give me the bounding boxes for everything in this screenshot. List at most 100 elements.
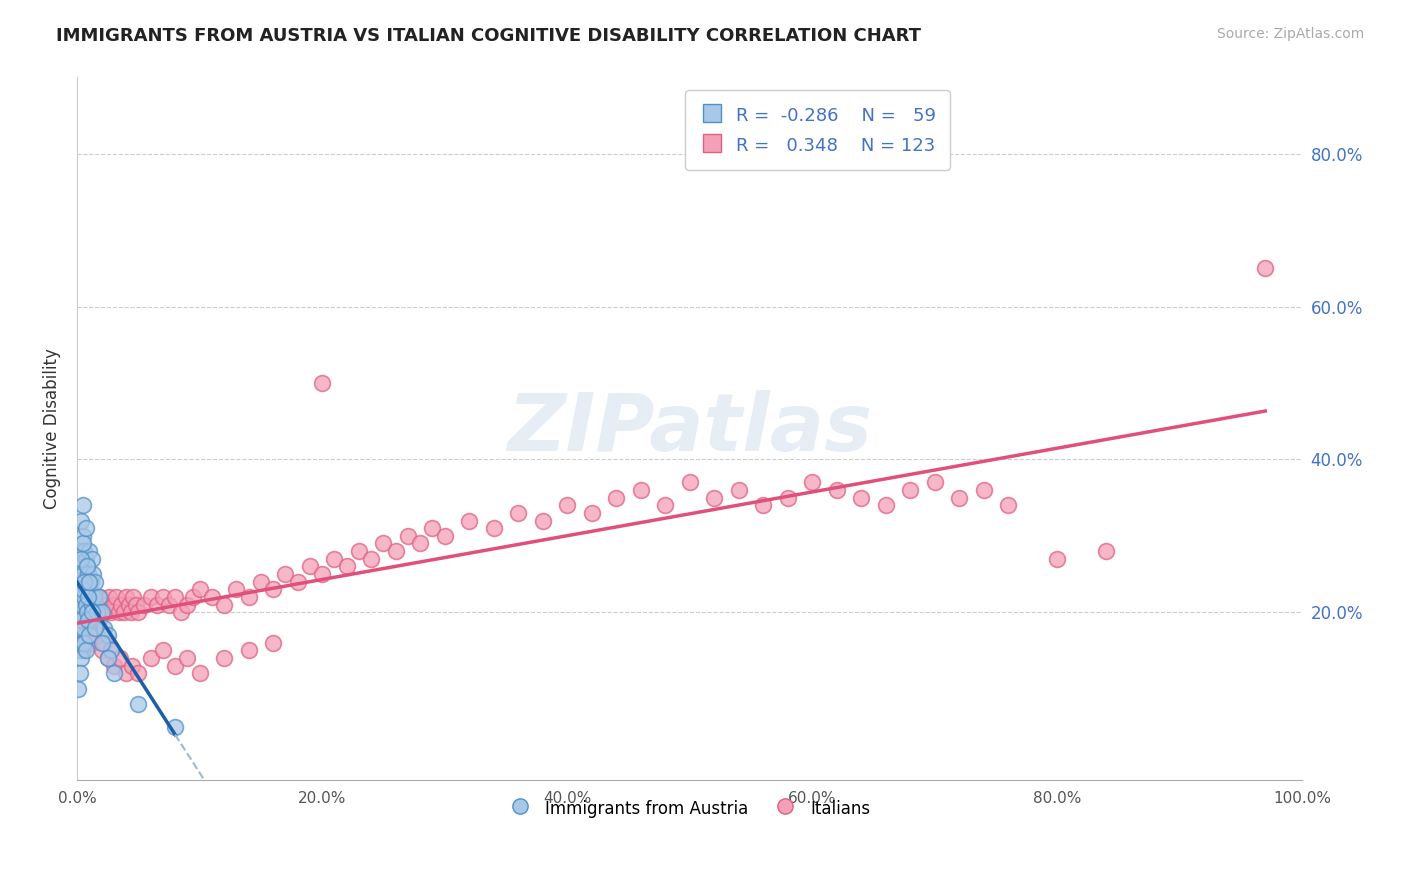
Point xyxy=(849,491,872,505)
Point xyxy=(201,590,224,604)
Point xyxy=(73,590,96,604)
Point xyxy=(75,551,97,566)
Point xyxy=(107,605,129,619)
Point xyxy=(69,636,91,650)
Point xyxy=(973,483,995,497)
Point xyxy=(96,598,118,612)
Point xyxy=(165,720,187,734)
Point xyxy=(108,651,131,665)
Point xyxy=(165,590,187,604)
Point xyxy=(73,590,96,604)
Point xyxy=(555,498,578,512)
Point xyxy=(409,536,432,550)
Point xyxy=(145,598,167,612)
Point xyxy=(347,544,370,558)
Point xyxy=(238,590,260,604)
Point xyxy=(122,590,145,604)
Point xyxy=(458,514,481,528)
Point xyxy=(238,643,260,657)
Point xyxy=(100,643,122,657)
Point xyxy=(79,544,101,558)
Point xyxy=(73,628,96,642)
Point xyxy=(73,574,96,589)
Point xyxy=(76,559,98,574)
Point xyxy=(72,567,94,582)
Point xyxy=(75,636,97,650)
Point xyxy=(80,590,103,604)
Point xyxy=(72,613,94,627)
Point xyxy=(93,620,115,634)
Point xyxy=(373,536,395,550)
Point xyxy=(654,498,676,512)
Point xyxy=(110,598,132,612)
Point xyxy=(125,598,148,612)
Point xyxy=(152,590,174,604)
Point xyxy=(90,643,112,657)
Point xyxy=(134,598,156,612)
Point xyxy=(69,551,91,566)
Point xyxy=(1046,551,1069,566)
Point xyxy=(79,598,101,612)
Point xyxy=(776,491,799,505)
Point xyxy=(311,567,333,582)
Point xyxy=(79,605,101,619)
Point xyxy=(120,605,142,619)
Point xyxy=(139,590,162,604)
Text: Source: ZipAtlas.com: Source: ZipAtlas.com xyxy=(1216,27,1364,41)
Text: ZIPatlas: ZIPatlas xyxy=(508,390,872,468)
Point xyxy=(115,590,138,604)
Point xyxy=(70,628,93,642)
Point xyxy=(75,605,97,619)
Point xyxy=(82,613,104,627)
Point xyxy=(86,590,108,604)
Point xyxy=(482,521,505,535)
Point xyxy=(75,598,97,612)
Point xyxy=(127,697,149,711)
Point xyxy=(117,598,139,612)
Point xyxy=(67,590,90,604)
Point xyxy=(157,598,180,612)
Point xyxy=(336,559,359,574)
Point xyxy=(79,574,101,589)
Point xyxy=(121,658,143,673)
Point xyxy=(311,376,333,390)
Point xyxy=(262,636,284,650)
Point xyxy=(93,636,115,650)
Point xyxy=(298,559,321,574)
Point xyxy=(70,636,93,650)
Point xyxy=(752,498,775,512)
Point xyxy=(581,506,603,520)
Point xyxy=(420,521,443,535)
Point xyxy=(287,574,309,589)
Point xyxy=(274,567,297,582)
Point xyxy=(69,605,91,619)
Point xyxy=(898,483,921,497)
Point xyxy=(678,475,700,490)
Point xyxy=(97,651,120,665)
Point xyxy=(76,559,98,574)
Point xyxy=(103,658,125,673)
Point xyxy=(77,567,100,582)
Point xyxy=(90,636,112,650)
Point xyxy=(703,491,725,505)
Point xyxy=(801,475,824,490)
Point xyxy=(79,628,101,642)
Point xyxy=(80,598,103,612)
Legend: Immigrants from Austria, Italians: Immigrants from Austria, Italians xyxy=(502,792,877,825)
Point xyxy=(86,605,108,619)
Point xyxy=(84,620,107,634)
Point xyxy=(875,498,897,512)
Point xyxy=(93,605,115,619)
Point xyxy=(69,666,91,681)
Point xyxy=(396,529,419,543)
Point xyxy=(69,574,91,589)
Point xyxy=(69,643,91,657)
Point xyxy=(79,628,101,642)
Point xyxy=(384,544,406,558)
Point xyxy=(79,574,101,589)
Point xyxy=(948,491,970,505)
Point xyxy=(67,590,90,604)
Point xyxy=(76,605,98,619)
Point xyxy=(433,529,456,543)
Point xyxy=(323,551,346,566)
